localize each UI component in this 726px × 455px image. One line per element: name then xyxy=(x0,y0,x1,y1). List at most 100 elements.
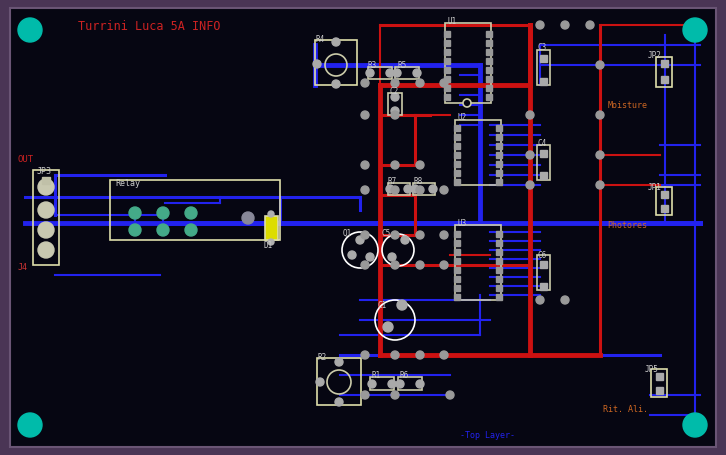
Bar xyxy=(444,85,450,91)
Circle shape xyxy=(38,222,54,238)
Bar xyxy=(486,67,492,73)
Bar xyxy=(496,231,502,237)
Bar xyxy=(486,31,492,37)
Bar xyxy=(496,179,502,185)
Circle shape xyxy=(416,79,424,87)
Text: JP2: JP2 xyxy=(648,51,662,60)
Bar xyxy=(454,152,460,158)
Circle shape xyxy=(316,378,324,386)
Circle shape xyxy=(416,380,424,388)
Circle shape xyxy=(268,239,274,245)
Circle shape xyxy=(335,358,343,366)
Circle shape xyxy=(38,179,54,195)
Text: C4: C4 xyxy=(538,138,547,147)
Circle shape xyxy=(268,211,274,217)
Circle shape xyxy=(440,186,448,194)
Bar xyxy=(539,77,547,85)
Bar xyxy=(368,67,392,79)
Circle shape xyxy=(157,207,169,219)
Circle shape xyxy=(391,231,399,239)
Text: Relay: Relay xyxy=(115,178,140,187)
Circle shape xyxy=(526,151,534,159)
Bar xyxy=(444,67,450,73)
Circle shape xyxy=(129,207,141,219)
Bar xyxy=(42,177,50,183)
Bar xyxy=(444,94,450,100)
Circle shape xyxy=(561,21,569,29)
Circle shape xyxy=(526,111,534,119)
Bar xyxy=(454,179,460,185)
Circle shape xyxy=(388,253,396,261)
Text: R6: R6 xyxy=(399,371,408,380)
Circle shape xyxy=(393,69,401,77)
Bar xyxy=(454,170,460,176)
Bar xyxy=(539,172,547,178)
Bar xyxy=(496,267,502,273)
Text: JP5: JP5 xyxy=(645,364,659,374)
Circle shape xyxy=(129,224,141,236)
Circle shape xyxy=(157,224,169,236)
Circle shape xyxy=(366,69,374,77)
Circle shape xyxy=(361,79,369,87)
Circle shape xyxy=(366,253,374,261)
Bar xyxy=(656,373,663,379)
Text: Photores: Photores xyxy=(607,221,647,229)
Bar xyxy=(496,258,502,264)
Text: R7: R7 xyxy=(388,177,397,186)
Circle shape xyxy=(185,207,197,219)
Bar xyxy=(265,216,278,240)
Bar xyxy=(370,377,394,390)
Text: C2: C2 xyxy=(389,87,399,96)
Circle shape xyxy=(386,69,394,77)
Bar xyxy=(537,255,550,290)
Circle shape xyxy=(242,212,254,224)
Bar xyxy=(496,152,502,158)
Circle shape xyxy=(397,300,407,310)
Bar xyxy=(496,161,502,167)
Bar xyxy=(486,94,492,100)
Text: JP1: JP1 xyxy=(648,182,662,192)
Circle shape xyxy=(391,261,399,269)
Text: Turrini Luca 5A INFO: Turrini Luca 5A INFO xyxy=(78,20,221,34)
Circle shape xyxy=(361,231,369,239)
Circle shape xyxy=(332,80,340,88)
Text: C5: C5 xyxy=(382,228,391,238)
Text: R5: R5 xyxy=(397,61,407,70)
Circle shape xyxy=(391,79,399,87)
Circle shape xyxy=(440,79,448,87)
Bar xyxy=(315,40,357,85)
Circle shape xyxy=(526,181,534,189)
Text: Moisture: Moisture xyxy=(608,101,648,110)
Bar xyxy=(398,377,422,390)
Circle shape xyxy=(18,413,42,437)
Bar xyxy=(454,285,460,291)
Text: D1: D1 xyxy=(263,241,272,249)
Text: C3: C3 xyxy=(538,42,547,51)
Circle shape xyxy=(440,231,448,239)
Bar xyxy=(454,134,460,140)
Circle shape xyxy=(404,185,412,193)
Circle shape xyxy=(38,242,54,258)
Bar xyxy=(661,76,667,82)
Circle shape xyxy=(416,261,424,269)
Bar xyxy=(496,249,502,255)
Bar xyxy=(388,183,410,195)
Circle shape xyxy=(413,69,421,77)
Bar xyxy=(454,125,460,131)
Circle shape xyxy=(416,161,424,169)
Bar xyxy=(454,240,460,246)
Circle shape xyxy=(391,111,399,119)
Text: R3: R3 xyxy=(368,61,378,70)
Text: R8: R8 xyxy=(413,177,423,186)
Bar xyxy=(33,170,59,265)
Text: U3: U3 xyxy=(457,218,466,228)
Text: JP3: JP3 xyxy=(37,167,52,176)
Bar xyxy=(486,40,492,46)
Circle shape xyxy=(596,151,604,159)
Circle shape xyxy=(348,251,356,259)
Bar xyxy=(496,285,502,291)
Bar xyxy=(454,143,460,149)
Text: R2: R2 xyxy=(318,354,327,363)
Bar xyxy=(496,143,502,149)
Bar xyxy=(539,283,547,289)
